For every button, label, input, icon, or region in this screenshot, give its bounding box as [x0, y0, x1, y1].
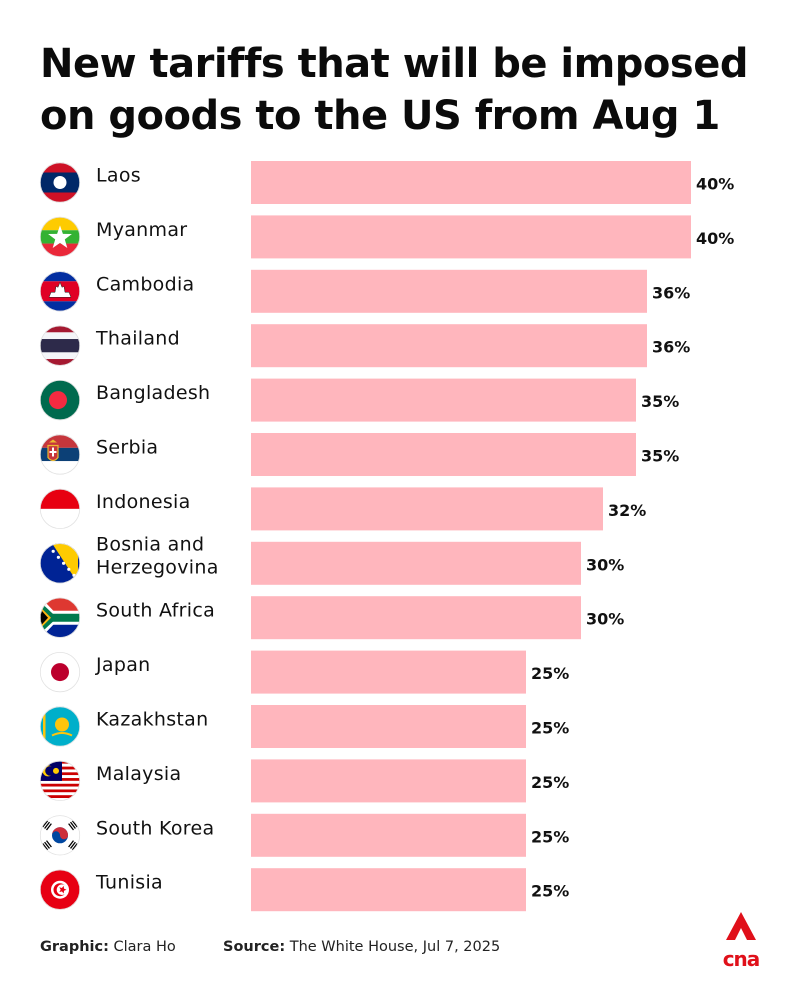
value-label: 25% [531, 719, 569, 738]
value-label: 25% [531, 827, 569, 846]
category-label: South Africa [96, 600, 215, 622]
kazakhstan-flag-icon [40, 706, 80, 747]
bar [251, 813, 526, 857]
bar [251, 541, 581, 585]
indonesia-flag-icon-outline [39, 488, 81, 529]
category-label-line: Bangladesh [96, 382, 210, 404]
japan-flag-icon-outline [39, 651, 81, 693]
bar [251, 324, 647, 368]
bar [251, 161, 691, 204]
category-label: Thailand [95, 328, 180, 350]
cna-logo: cna [723, 912, 760, 971]
laos-flag-icon-outline [39, 162, 81, 203]
category-label-line: Kazakhstan [96, 709, 208, 731]
cambodia-flag-icon-outline [39, 271, 81, 312]
value-label: 30% [586, 610, 624, 629]
graphic-credit: Clara Ho [113, 939, 176, 955]
category-label-line: Laos [96, 165, 141, 187]
category-label: Tunisia [95, 872, 163, 894]
category-label-line: Herzegovina [96, 556, 219, 578]
value-label: 35% [641, 447, 679, 466]
value-label: 30% [586, 555, 624, 574]
category-label-line: South Korea [96, 817, 214, 839]
bosnia-flag-icon [40, 543, 80, 584]
bangladesh-flag-icon-outline [39, 379, 81, 421]
bar [251, 759, 526, 803]
tunisia-flag-icon-outline [39, 869, 81, 910]
bar [251, 868, 526, 912]
category-label-line: Myanmar [96, 219, 187, 241]
bar-chart: Laos 40% Myanmar 40% Cambodia 36% Thailand 36% B… [39, 161, 734, 912]
value-label: 36% [652, 338, 690, 357]
serbia-flag-icon-outline [39, 434, 81, 475]
bangladesh-flag-icon [40, 380, 80, 421]
cambodia-flag-icon [40, 271, 80, 312]
malaysia-flag-icon-outline [39, 760, 81, 802]
bar [251, 487, 603, 531]
value-label: 40% [696, 175, 734, 194]
value-label: 40% [696, 229, 734, 248]
japan-flag-icon [40, 652, 80, 693]
laos-flag-icon [40, 162, 80, 203]
category-label-line: Serbia [96, 437, 158, 459]
category-label: Indonesia [96, 491, 191, 513]
category-label: Japan [95, 654, 151, 676]
category-label: Kazakhstan [96, 709, 208, 731]
thailand-flag-icon-outline [39, 325, 81, 366]
category-label: Laos [96, 165, 141, 187]
bar [251, 215, 691, 259]
category-label-line: South Africa [96, 600, 215, 622]
category-label: Malaysia [96, 763, 181, 785]
category-label-line: Cambodia [96, 273, 195, 295]
bar [251, 378, 636, 422]
value-label: 35% [641, 392, 679, 411]
cna-logo-mark [726, 912, 756, 940]
bosnia-flag-icon-outline [39, 543, 81, 584]
value-label: 25% [531, 773, 569, 792]
south-africa-flag-icon-outline [39, 597, 81, 638]
category-label-line: Bosnia and [96, 533, 204, 555]
footer: Graphic: Clara Ho Source: The White Hous… [40, 939, 500, 955]
south-korea-flag-icon [40, 815, 80, 856]
category-label: Bosnia and Herzegovina [96, 533, 219, 578]
kazakhstan-flag-icon-outline [39, 706, 81, 747]
category-label-line: Tunisia [95, 872, 163, 894]
indonesia-flag-icon [40, 488, 80, 529]
category-label-line: Indonesia [96, 491, 191, 513]
value-label: 36% [652, 283, 690, 302]
bar [251, 705, 526, 748]
bar [251, 596, 581, 640]
source-credit: The White House, Jul 7, 2025 [289, 939, 501, 955]
bar [251, 269, 647, 313]
value-label: 32% [608, 501, 646, 520]
cna-logo-text: cna [723, 947, 760, 971]
category-label: Cambodia [96, 273, 195, 295]
category-label-line: Thailand [95, 328, 180, 350]
source-label: Source: [223, 939, 286, 955]
value-label: 25% [531, 664, 569, 683]
value-label: 25% [531, 882, 569, 901]
category-label: Bangladesh [96, 382, 210, 404]
tunisia-flag-icon [40, 869, 80, 910]
category-label: South Korea [96, 817, 214, 839]
category-label-line: Malaysia [96, 763, 181, 785]
category-label: Myanmar [96, 219, 187, 241]
myanmar-flag-icon-outline [39, 216, 81, 257]
south-korea-flag-icon-outline [39, 815, 81, 856]
graphic-label: Graphic: [40, 939, 109, 955]
bar [251, 433, 636, 476]
bar [251, 650, 526, 694]
thailand-flag-icon [40, 325, 80, 366]
category-label: Serbia [96, 437, 158, 459]
chart-title: New tariffs that will be imposed on good… [40, 41, 748, 139]
category-label-line: Japan [95, 654, 151, 676]
